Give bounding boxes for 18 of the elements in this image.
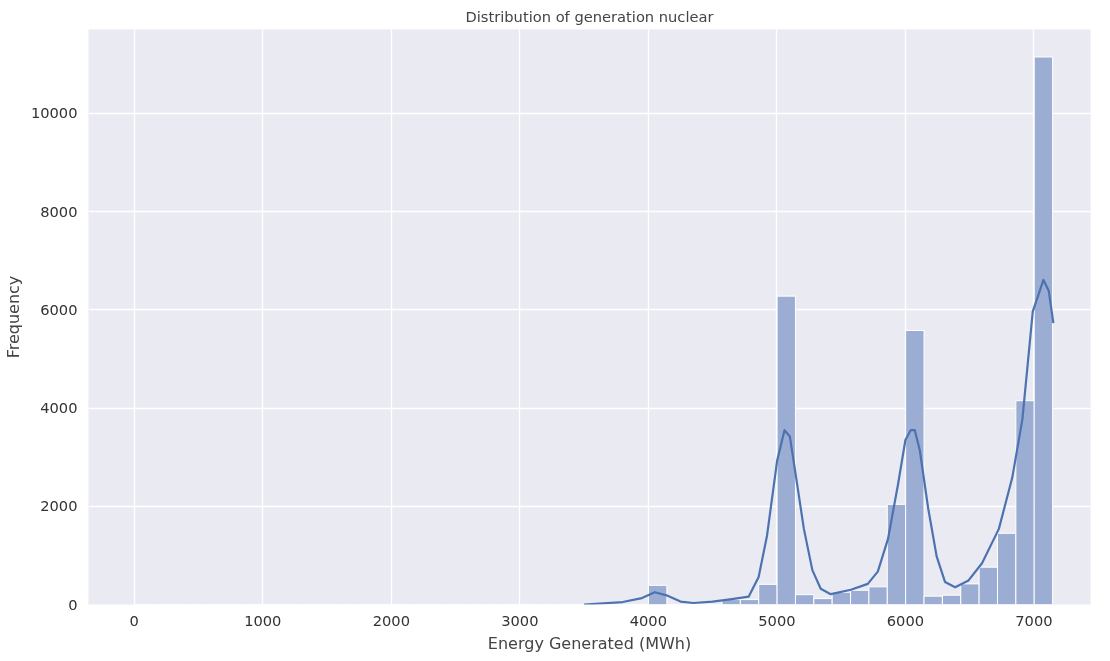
x-tick-label: 4000 bbox=[629, 611, 668, 629]
y-tick-label: 0 bbox=[68, 595, 78, 613]
chart-title: Distribution of generation nuclear bbox=[465, 7, 715, 25]
x-tick-label: 1000 bbox=[244, 611, 282, 629]
y-tick-label: 6000 bbox=[40, 300, 78, 318]
x-axis-title: Energy Generated (MWh) bbox=[487, 633, 692, 653]
y-axis-title: Frequency bbox=[3, 275, 23, 359]
line-series bbox=[583, 278, 1055, 605]
y-tick-label: 2000 bbox=[40, 497, 78, 515]
y-tick-label: 4000 bbox=[40, 399, 78, 417]
y-tick-label: 8000 bbox=[40, 202, 78, 220]
x-tick-label: 3000 bbox=[501, 611, 539, 629]
x-tick-label: 2000 bbox=[372, 611, 410, 629]
x-tick-label: 6000 bbox=[886, 611, 925, 629]
x-tick-label: 7000 bbox=[1015, 611, 1053, 629]
y-tick-label: 10000 bbox=[30, 104, 78, 122]
x-tick-label: 0 bbox=[129, 611, 139, 629]
x-tick-label: 5000 bbox=[758, 611, 796, 629]
